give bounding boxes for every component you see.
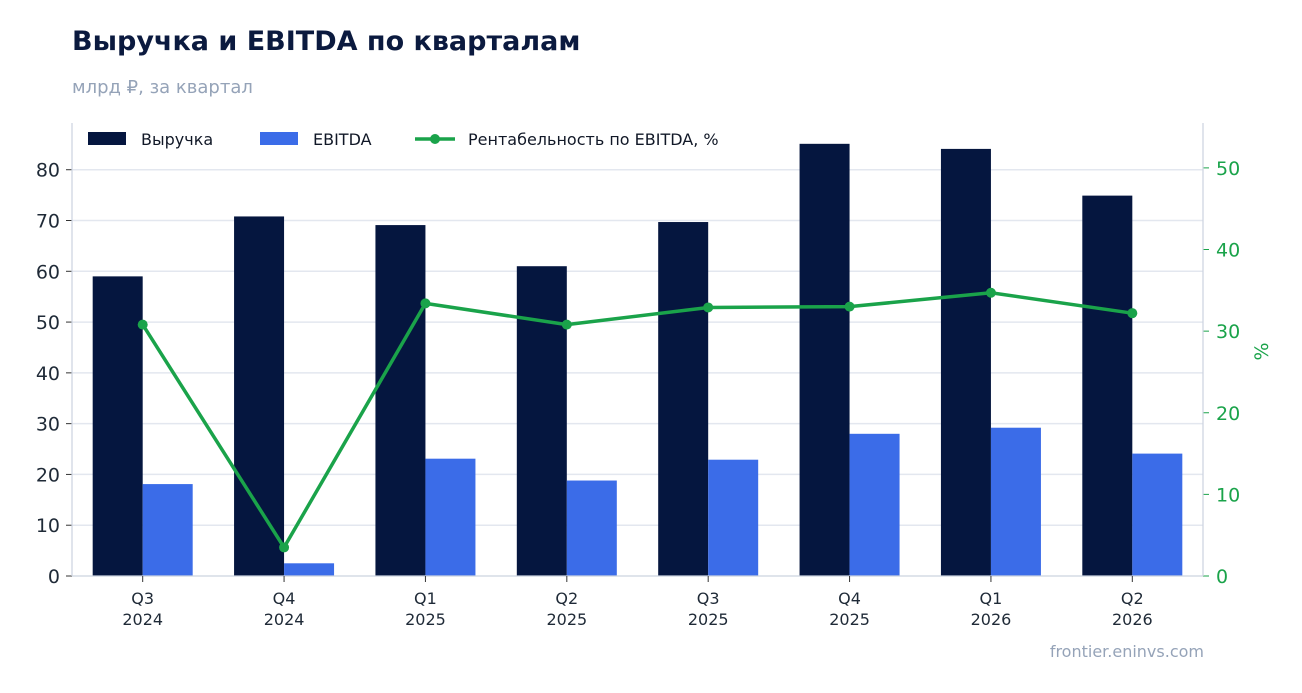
legend-swatch-margin-marker: [430, 134, 440, 144]
margin-line: [141, 291, 1133, 550]
ebitda-bar: [566, 480, 617, 576]
left-tick-label: 30: [36, 414, 60, 436]
left-tick-label: 20: [36, 464, 60, 486]
ebitda-bar: [284, 563, 335, 576]
x-tick-label-year: 2025: [688, 610, 729, 629]
x-tick-label-quarter: Q3: [697, 589, 720, 608]
margin-point: [844, 301, 855, 312]
bars-group: [92, 143, 1183, 577]
left-tick-label: 40: [36, 363, 60, 385]
ebitda-bar: [142, 484, 193, 576]
legend-swatch-revenue: [88, 132, 126, 145]
right-tick-label: 0: [1216, 566, 1228, 588]
left-tick-label: 80: [36, 160, 60, 182]
x-tick-label-quarter: Q1: [414, 589, 437, 608]
ebitda-bar: [990, 427, 1041, 576]
margin-line-group: [137, 287, 1138, 553]
legend-label-ebitda: EBITDA: [313, 130, 372, 149]
revenue-bar: [799, 143, 850, 576]
left-tick-label: 10: [36, 515, 60, 537]
margin-point: [561, 319, 572, 330]
revenue-bar: [375, 225, 426, 577]
x-tick-label-year: 2025: [546, 610, 587, 629]
revenue-bar: [234, 216, 285, 576]
right-tick-label: 40: [1216, 240, 1240, 262]
margin-point: [703, 302, 714, 313]
legend: Выручка EBITDA Рентабельность по EBITDA, %: [88, 130, 719, 149]
margin-point: [137, 319, 148, 330]
source-label: frontier.eninvs.com: [1049, 642, 1204, 661]
right-tick-label: 30: [1216, 321, 1240, 343]
x-tick-label-quarter: Q2: [1121, 589, 1144, 608]
left-tick-label: 60: [36, 261, 60, 283]
left-tick-label: 0: [48, 566, 60, 588]
axes-group: 0 10 20 30 40 50 60 70 80 0 10 20 30 40 50% Q3 2024 Q4 202…: [36, 123, 1273, 629]
margin-point: [420, 298, 431, 309]
right-axis-title: %: [1251, 342, 1273, 360]
revenue-bar: [1082, 195, 1133, 576]
right-tick-label: 10: [1216, 484, 1240, 506]
x-tick-label-year: 2026: [1112, 610, 1153, 629]
revenue-bar: [92, 276, 143, 576]
ebitda-bar: [1132, 453, 1183, 576]
right-tick-label: 20: [1216, 403, 1240, 425]
left-tick-label: 50: [36, 312, 60, 334]
chart-subtitle: млрд ₽, за квартал: [72, 77, 253, 98]
x-tick-label-quarter: Q4: [273, 589, 296, 608]
revenue-bar: [516, 266, 567, 576]
legend-label-revenue: Выручка: [141, 130, 213, 149]
right-tick-label: 50: [1216, 158, 1240, 180]
revenue-bar: [658, 222, 709, 576]
legend-swatch-ebitda: [260, 132, 298, 145]
x-tick-label-year: 2026: [971, 610, 1012, 629]
margin-point: [279, 542, 290, 553]
revenue-bar: [940, 148, 991, 577]
margin-point: [985, 287, 996, 298]
x-tick-label-quarter: Q2: [555, 589, 578, 608]
x-tick-label-quarter: Q4: [838, 589, 861, 608]
ebitda-bar: [425, 458, 476, 576]
left-tick-label: 70: [36, 211, 60, 233]
ebitda-bar: [849, 433, 900, 576]
x-tick-label-year: 2025: [405, 610, 446, 629]
margin-point: [1127, 308, 1138, 319]
x-tick-label-year: 2024: [264, 610, 305, 629]
x-tick-label-quarter: Q1: [980, 589, 1003, 608]
legend-label-margin: Рентабельность по EBITDA, %: [468, 130, 719, 149]
x-tick-label-year: 2024: [122, 610, 163, 629]
x-tick-label-quarter: Q3: [131, 589, 154, 608]
chart-title: Выручка и EBITDA по кварталам: [72, 26, 581, 57]
ebitda-bar: [708, 459, 759, 576]
x-tick-label-year: 2025: [829, 610, 870, 629]
